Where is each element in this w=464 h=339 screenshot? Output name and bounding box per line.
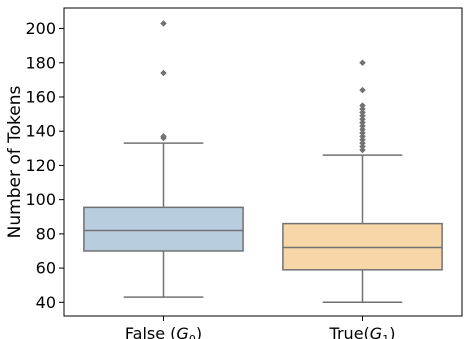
outlier-point xyxy=(359,109,366,116)
y-tick-label: 200 xyxy=(25,19,56,38)
box-iqr xyxy=(282,222,443,271)
y-tick-label: 60 xyxy=(36,259,56,278)
outlier-point xyxy=(359,136,366,144)
outlier-point xyxy=(359,146,366,154)
outlier-point xyxy=(359,102,366,109)
y-tick-label: 120 xyxy=(25,156,56,175)
outlier-point xyxy=(160,132,167,140)
y-tick-label: 100 xyxy=(25,190,56,209)
outlier-point xyxy=(160,20,167,27)
outlier-point xyxy=(359,122,366,130)
y-tick-label: 140 xyxy=(25,122,56,141)
outlier-point xyxy=(359,59,366,67)
box-group-0 xyxy=(83,20,244,298)
outlier-point xyxy=(359,119,366,126)
outlier-point xyxy=(359,139,366,147)
outlier-point xyxy=(359,132,366,140)
x-tick-label: False (G0) xyxy=(125,324,202,339)
outlier-point xyxy=(359,126,366,133)
box-iqr xyxy=(83,206,244,252)
outlier-point xyxy=(359,143,366,150)
outlier-point xyxy=(359,129,366,137)
outlier-point xyxy=(359,115,366,123)
y-axis-label: Number of Tokens xyxy=(5,86,25,239)
y-tick-label: 160 xyxy=(25,87,56,106)
y-tick-label: 180 xyxy=(25,53,56,72)
outlier-point xyxy=(359,105,366,113)
plot-content xyxy=(83,20,443,304)
outlier-point xyxy=(359,112,366,120)
plot-frame xyxy=(63,7,463,317)
outlier-point xyxy=(359,86,366,94)
box-group-1 xyxy=(282,59,443,304)
x-tick-label: True(G1) xyxy=(329,324,396,339)
outlier-point xyxy=(160,69,167,77)
y-tick-label: 80 xyxy=(36,224,56,243)
y-axis: 40 60 80 100 120 140 160 180 200 xyxy=(25,19,64,312)
x-axis: False (G0) True(G1) xyxy=(125,316,396,339)
y-tick-label: 40 xyxy=(36,293,56,312)
